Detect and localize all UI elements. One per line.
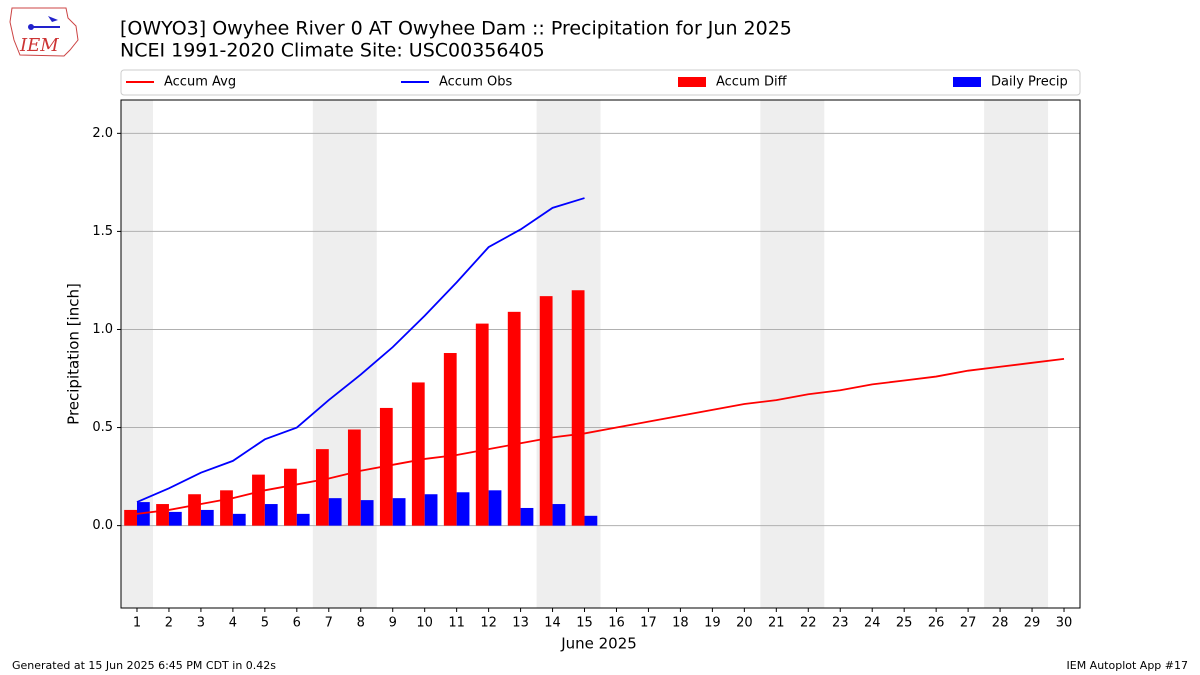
y-axis-label: Precipitation [inch] [65, 283, 83, 425]
x-tick-label: 17 [640, 616, 657, 631]
logo-outline [9, 7, 79, 57]
bar [392, 498, 406, 526]
plot-frame [120, 99, 1081, 609]
x-tick-label: 7 [325, 616, 333, 631]
x-tick-label: 22 [800, 616, 817, 631]
x-tick-label: 4 [229, 616, 237, 631]
chart-subtitle: NCEI 1991-2020 Climate Site: USC00356405 [120, 40, 545, 62]
x-tick-label: 16 [608, 616, 625, 631]
bar [347, 429, 361, 526]
x-tick-label: 28 [992, 616, 1009, 631]
chart-title: [OWYO3] Owyhee River 0 AT Owyhee Dam :: … [120, 18, 792, 40]
x-tick-label: 12 [480, 616, 497, 631]
x-tick-label: 21 [768, 616, 785, 631]
bar [232, 513, 246, 526]
x-tick-label: 13 [512, 616, 529, 631]
y-tick-label: 1.5 [92, 224, 113, 239]
x-tick-label: 29 [1024, 616, 1041, 631]
logo: IEM [9, 7, 79, 57]
bar [296, 513, 310, 526]
bar [200, 509, 214, 526]
legend-label: Accum Avg [164, 75, 236, 90]
bar [552, 504, 566, 526]
bar [507, 311, 521, 526]
bar [360, 500, 374, 526]
logo-dot [28, 24, 34, 30]
bar [124, 509, 137, 526]
logo-text: IEM [19, 35, 59, 56]
x-tick-label: 26 [928, 616, 945, 631]
legend-swatch [678, 77, 706, 87]
x-tick-label: 15 [576, 616, 593, 631]
bar [571, 290, 585, 526]
legend-swatch [953, 77, 981, 87]
y-tick-label: 0.5 [92, 420, 113, 435]
bar [220, 490, 233, 526]
x-axis-label: June 2025 [560, 635, 637, 653]
bar [252, 474, 265, 526]
x-tick-label: 19 [704, 616, 721, 631]
footer-left: Generated at 15 Jun 2025 6:45 PM CDT in … [12, 659, 276, 672]
x-tick-label: 9 [389, 616, 397, 631]
x-tick-label: 27 [960, 616, 977, 631]
bar [584, 515, 598, 526]
x-tick-label: 14 [544, 616, 561, 631]
legend-label: Daily Precip [991, 75, 1068, 90]
x-tick-label: 5 [261, 616, 269, 631]
x-tick-label: 1 [133, 616, 141, 631]
bar [168, 511, 182, 526]
bar [264, 504, 278, 526]
footer-right: IEM Autoplot App #17 [1067, 659, 1189, 672]
x-tick-label: 6 [293, 616, 301, 631]
bar [156, 504, 169, 526]
weekend-shade [121, 100, 153, 608]
bar [315, 449, 329, 526]
x-tick-label: 20 [736, 616, 753, 631]
bar [539, 296, 553, 526]
weekend-shade [312, 100, 377, 608]
bar [424, 494, 438, 526]
bar [520, 507, 534, 526]
bar [411, 382, 425, 526]
x-tick-label: 18 [672, 616, 689, 631]
x-tick-label: 25 [896, 616, 913, 631]
x-tick-label: 23 [832, 616, 849, 631]
legend-label: Accum Obs [439, 75, 512, 90]
y-tick-label: 0.0 [92, 518, 113, 533]
bar [328, 498, 342, 526]
x-tick-label: 10 [416, 616, 433, 631]
line [136, 358, 1065, 515]
legend-box [120, 69, 1081, 96]
bar [443, 353, 457, 526]
x-tick-label: 2 [165, 616, 173, 631]
y-tick-label: 2.0 [92, 126, 113, 141]
x-tick-label: 8 [357, 616, 365, 631]
bar [456, 492, 470, 526]
weekend-shade [984, 100, 1049, 608]
logo-wing [48, 16, 58, 22]
bar [284, 468, 297, 526]
bar [188, 494, 201, 526]
legend-label: Accum Diff [716, 75, 788, 90]
x-tick-label: 3 [197, 616, 205, 631]
x-tick-label: 11 [448, 616, 465, 631]
weekend-shade [760, 100, 825, 608]
x-tick-label: 24 [864, 616, 881, 631]
x-tick-label: 30 [1056, 616, 1073, 631]
bar [488, 490, 502, 526]
line [136, 197, 585, 503]
bar [475, 323, 489, 526]
y-tick-label: 1.0 [92, 322, 113, 337]
